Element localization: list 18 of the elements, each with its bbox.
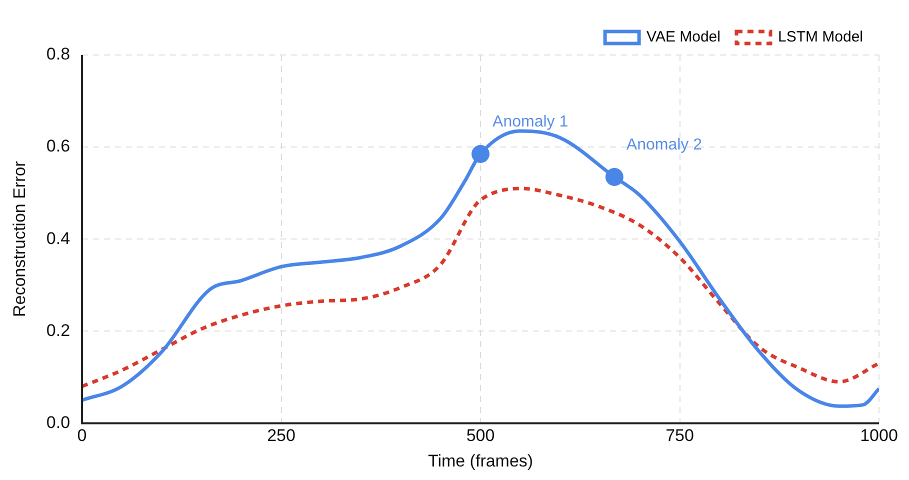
y-tick-label: 0.2 <box>46 320 70 340</box>
y-tick-label: 0.4 <box>46 228 70 248</box>
x-tick-label: 250 <box>267 426 296 446</box>
y-tick-label: 0.8 <box>46 44 70 64</box>
x-tick-label: 1000 <box>860 426 898 446</box>
line-series <box>82 186 879 388</box>
line-series <box>82 129 879 408</box>
y-tick-label: 0.6 <box>46 136 70 156</box>
x-tick-label: 0 <box>77 426 87 446</box>
x-tick-label: 500 <box>466 426 495 446</box>
annotation: Anomaly 2 <box>626 136 702 154</box>
y-axis-title: Reconstruction Error <box>10 160 29 318</box>
y-tick-label: 0.0 <box>46 412 70 432</box>
x-tick-label: 750 <box>666 426 694 446</box>
annotation: Anomaly 1 <box>492 113 568 130</box>
legend-label: VAE Model <box>646 28 720 46</box>
legend-label: LSTM Model <box>778 28 864 46</box>
x-axis-title: Time (frames) <box>428 451 534 470</box>
